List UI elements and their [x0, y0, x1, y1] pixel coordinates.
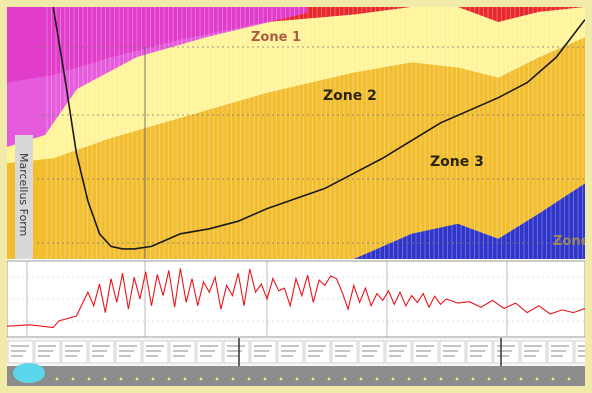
trace-gridlines: [7, 261, 585, 337]
header-strip: [7, 338, 585, 386]
bottom-dot: [439, 377, 443, 381]
bottom-dot: [119, 377, 123, 381]
trace-log-panel: [7, 260, 585, 338]
bottom-dot: [567, 377, 571, 381]
bottom-dot: [199, 377, 203, 381]
cyan-marker: [13, 363, 45, 383]
zone-4-area: [7, 183, 585, 259]
header-cell: [88, 340, 115, 364]
bottom-dot: [295, 377, 299, 381]
header-cell: [34, 340, 61, 364]
bottom-dot: [551, 377, 555, 381]
zone-2-label: Zone 2: [323, 88, 377, 104]
formation-strip: [15, 135, 33, 259]
bottom-dot: [375, 377, 379, 381]
header-cell: [412, 340, 439, 364]
header-cell: [277, 340, 304, 364]
bottom-dot: [487, 377, 491, 381]
bottom-dot: [535, 377, 539, 381]
bottom-dot: [183, 377, 187, 381]
bottom-dot: [311, 377, 315, 381]
header-cell: [547, 340, 574, 364]
zone-1-label: Zone 1: [251, 30, 301, 45]
bottom-dot: [231, 377, 235, 381]
header-cell: [385, 340, 412, 364]
zone-4-label: Zone: [553, 234, 585, 249]
bottom-dot: [279, 377, 283, 381]
bottom-dot: [263, 377, 267, 381]
bottom-dot: [167, 377, 171, 381]
zone-3-area: [7, 37, 585, 260]
bottom-dot: [55, 377, 59, 381]
bottom-dot: [327, 377, 331, 381]
header-cell: [466, 340, 493, 364]
bottom-dot: [359, 377, 363, 381]
header-cell: [7, 340, 34, 364]
cross-section-panel: Marcellus Form Zone 1 Zone 2 Zone 3 Zone: [7, 7, 585, 260]
bottom-dot: [471, 377, 475, 381]
zone-2-area: [7, 7, 585, 164]
header-cell: [223, 340, 250, 364]
zone-3-label: Zone 3: [430, 154, 484, 170]
formation-label: Marcellus Form: [17, 153, 30, 236]
bottom-dot: [519, 377, 523, 381]
bottom-dot: [151, 377, 155, 381]
header-cell: [61, 340, 88, 364]
bottom-dot: [407, 377, 411, 381]
bottom-dot: [135, 377, 139, 381]
header-cell: [439, 340, 466, 364]
bottom-dot: [103, 377, 107, 381]
bottom-dot: [391, 377, 395, 381]
bottom-band: [7, 366, 585, 386]
header-cell: [358, 340, 385, 364]
bottom-dot: [71, 377, 75, 381]
bottom-dot: [455, 377, 459, 381]
bottom-dot: [423, 377, 427, 381]
bottom-dot: [215, 377, 219, 381]
header-cell: [142, 340, 169, 364]
header-cell: [250, 340, 277, 364]
bottom-dot: [503, 377, 507, 381]
header-cells: [7, 338, 585, 386]
bottom-dot: [87, 377, 91, 381]
trace-log-line: [7, 268, 585, 329]
header-cell: [331, 340, 358, 364]
well-path-line: [52, 7, 585, 250]
vertical-hatch-lines: [46, 7, 583, 259]
bottom-dot: [247, 377, 251, 381]
header-cell: [493, 340, 520, 364]
well-log-figure: Marcellus Form Zone 1 Zone 2 Zone 3 Zone: [7, 7, 585, 386]
header-cell: [196, 340, 223, 364]
header-cell: [520, 340, 547, 364]
magenta-overlay-area: [7, 7, 307, 147]
panel-gridlines: [37, 46, 585, 259]
bottom-dots: [55, 377, 571, 381]
header-cell: [115, 340, 142, 364]
bottom-dot: [343, 377, 347, 381]
header-cell: [169, 340, 196, 364]
header-cell: [574, 340, 585, 364]
header-cell: [304, 340, 331, 364]
